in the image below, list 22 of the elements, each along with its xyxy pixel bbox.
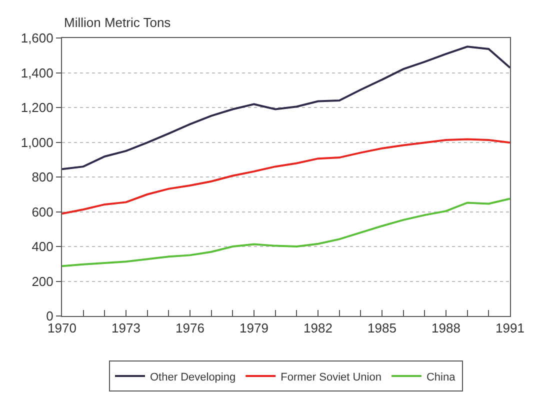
y-tick-label: 800 (32, 170, 54, 185)
line-series (62, 138, 510, 215)
y-tick-label: 600 (32, 204, 54, 220)
x-tick-label: 1985 (368, 320, 396, 336)
x-tick-label: 1991 (496, 320, 524, 336)
x-tick-label: 1988 (432, 320, 460, 336)
legend-label: Other Developing (150, 371, 236, 384)
legend-label: Former Soviet Union (280, 371, 382, 384)
y-tick-label: 1,000 (20, 134, 54, 150)
y-tick-label: 1,600 (20, 30, 54, 46)
x-tick-label: 1976 (176, 320, 204, 336)
y-axis-title: Million Metric Tons (64, 15, 172, 30)
line-series (62, 46, 510, 170)
y-tick-label: 400 (32, 239, 54, 254)
line-series (62, 198, 510, 268)
y-tick-label: 1,200 (20, 100, 54, 116)
y-tick-label: 200 (32, 274, 54, 289)
x-tick-label: 1979 (240, 320, 268, 336)
x-tick-label: 1973 (112, 320, 140, 336)
x-tick-label: 1982 (304, 320, 332, 336)
legend-label: China (426, 371, 456, 384)
y-tick-label: 1,400 (20, 65, 54, 80)
